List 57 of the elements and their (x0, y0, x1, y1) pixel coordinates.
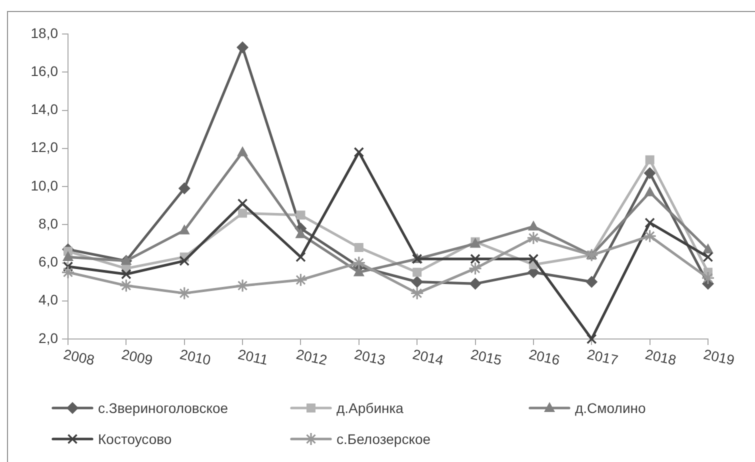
y-tick-label: 18,0 (30, 24, 58, 41)
point (236, 41, 249, 54)
point (702, 272, 714, 284)
x-tick-label: 2009 (120, 346, 154, 368)
x-tick-label: 2017 (586, 346, 620, 368)
point (469, 278, 482, 290)
x-tick-label: 2019 (702, 346, 736, 368)
y-tick-label: 12,0 (30, 139, 58, 156)
point (528, 254, 538, 264)
y-tick-label: 4,0 (38, 292, 58, 308)
y-tick-label: 14,0 (30, 101, 58, 118)
point (296, 210, 306, 220)
x-tick-label: 2008 (62, 346, 96, 368)
point (237, 146, 248, 156)
x-tick-label: 2010 (178, 346, 212, 368)
legend-label: Костоусово (98, 430, 172, 447)
point (296, 252, 306, 262)
point (178, 224, 190, 234)
point (528, 220, 539, 231)
y-tick-label: 16,0 (30, 62, 58, 79)
point (470, 254, 480, 264)
legend-label: д.Смолино (575, 400, 646, 416)
point (586, 276, 598, 288)
legend-label: д.Арбинка (336, 400, 404, 416)
point (354, 243, 364, 252)
x-tick-label: 2014 (411, 346, 446, 368)
y-tick-label: 6,0 (38, 254, 58, 270)
point (178, 182, 190, 194)
y-tick-label: 2,0 (38, 330, 58, 346)
point (703, 252, 713, 262)
legend-label: с.Белозерское (336, 430, 431, 447)
point (644, 218, 655, 228)
point (702, 243, 714, 254)
point (353, 266, 364, 276)
point (238, 198, 248, 209)
point (238, 208, 248, 218)
y-tick-label: 8,0 (38, 215, 58, 232)
point (179, 256, 190, 266)
point (586, 334, 597, 344)
point (644, 186, 656, 196)
point (645, 155, 654, 164)
legend-label: с.Звериноголовское (98, 400, 228, 416)
x-tick-label: 2016 (528, 346, 562, 368)
point (121, 269, 132, 280)
x-tick-label: 2015 (469, 346, 504, 368)
point (412, 268, 422, 277)
point (354, 147, 364, 158)
x-tick-label: 2013 (353, 346, 387, 368)
y-tick-label: 10,0 (30, 177, 58, 194)
point (644, 167, 656, 180)
point (295, 228, 306, 238)
x-tick-label: 2018 (644, 346, 678, 368)
point (527, 232, 540, 244)
x-tick-label: 2012 (294, 346, 329, 368)
x-tick-label: 2011 (236, 346, 270, 368)
point (411, 276, 424, 288)
point (62, 251, 74, 262)
